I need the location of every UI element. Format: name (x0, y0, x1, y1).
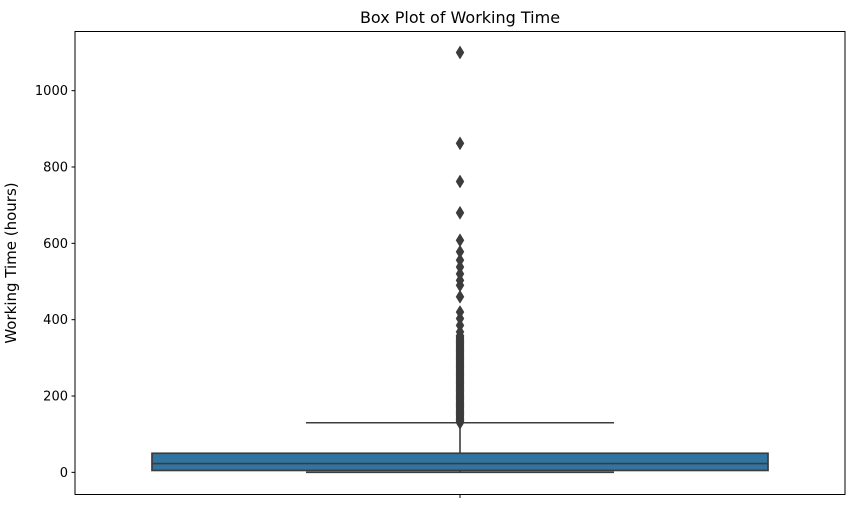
outlier-flier (455, 305, 465, 320)
y-tick-label: 600 (43, 237, 68, 252)
outlier-flier (455, 253, 465, 268)
chart-title: Box Plot of Working Time (360, 8, 560, 27)
outlier-flier (455, 136, 465, 151)
outlier-flier (455, 233, 465, 248)
outlier-flier (455, 289, 465, 304)
y-tick-label: 800 (43, 161, 68, 176)
iqr-box (151, 452, 769, 472)
outlier-flier (455, 244, 465, 259)
plot-area: 0 200 400 600 800 1000 (35, 31, 846, 498)
y-axis-label: Working Time (hours) (2, 182, 20, 343)
y-tick-label: 0 (60, 466, 68, 481)
y-tick-label: 1000 (35, 84, 68, 99)
outlier-flier (455, 174, 465, 189)
outlier-flier (455, 45, 465, 60)
y-tick-label: 400 (43, 313, 68, 328)
outlier-flier (455, 205, 465, 220)
y-tick-label: 200 (43, 390, 68, 405)
